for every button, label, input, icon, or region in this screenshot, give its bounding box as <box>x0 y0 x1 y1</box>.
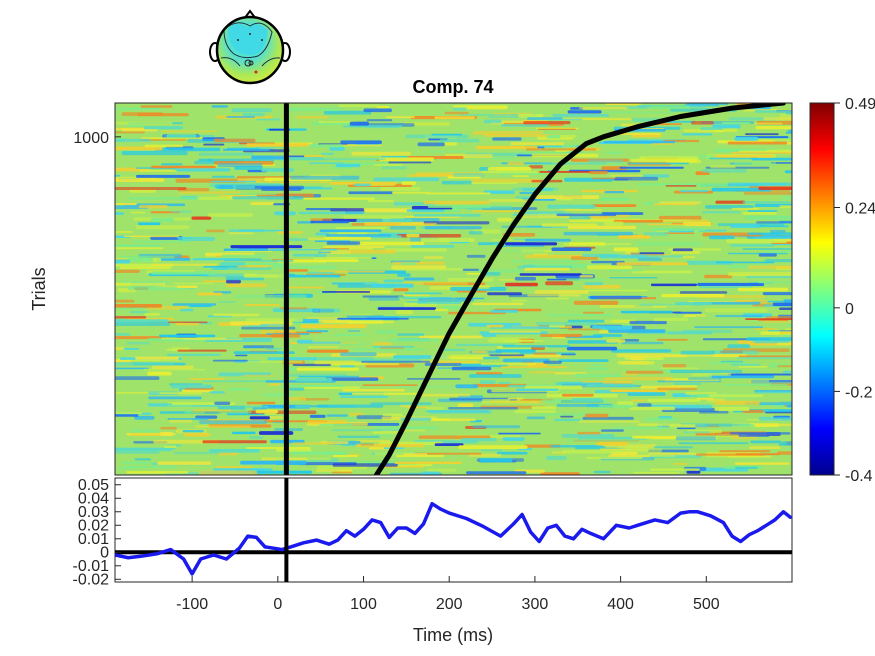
erp-y-tick-label-5: 0 <box>100 544 109 561</box>
erp-y-tick-label-4: 0.01 <box>78 531 109 548</box>
colorbar-tick-label-2: 0 <box>845 301 854 318</box>
erp-series-line-0 <box>115 501 792 576</box>
heatmap-y-axis-label: Trials <box>29 267 49 310</box>
erp-y-tick-label-6: -0.01 <box>73 558 110 575</box>
x-tick-label-6: 500 <box>693 596 720 613</box>
erp-y-tick-label-3: 0.02 <box>78 517 109 534</box>
colorbar-tick-label-1: 0.24 <box>845 200 875 217</box>
x-tick-label-0: -100 <box>176 596 208 613</box>
erp-plot-frame <box>114 477 793 583</box>
scalp-topography-map <box>209 9 291 85</box>
colorbar-tick-label-3: -0.2 <box>845 384 873 401</box>
x-tick-label-5: 400 <box>607 596 634 613</box>
erp-y-tick-label-7: -0.02 <box>73 571 110 588</box>
heatmap-y-tick-label-0: 1000 <box>73 130 109 147</box>
heatmap-stripes <box>115 103 792 475</box>
colorbar-tick-label-4: -0.4 <box>845 468 873 485</box>
x-tick-label-4: 300 <box>522 596 549 613</box>
colorbar-gradient <box>809 102 835 476</box>
x-tick-label-1: 0 <box>273 596 282 613</box>
x-tick-label-2: 100 <box>350 596 377 613</box>
erp-y-tick-label-1: 0.04 <box>78 490 109 507</box>
x-axis-label: Time (ms) <box>413 625 493 645</box>
chart-title: Comp. 74 <box>412 77 493 97</box>
heatmap-frame <box>114 102 793 476</box>
erp-line-plot: -100 0 100 200 300 400 500 0.050.040.030.020.01… <box>73 477 793 613</box>
colorbar-tick-label-0: 0.49 <box>845 96 875 113</box>
sorting-variable-curve <box>373 103 786 475</box>
erp-y-tick-label-0: 0.05 <box>78 477 109 494</box>
erp-y-tick-label-2: 0.03 <box>78 504 109 521</box>
erp-image-heatmap: 1000 <box>73 102 793 476</box>
colorbar: 0.49 0.24 0 -0.2 -0.4 <box>809 96 875 485</box>
head-outline <box>215 15 285 85</box>
x-tick-label-3: 200 <box>436 596 463 613</box>
